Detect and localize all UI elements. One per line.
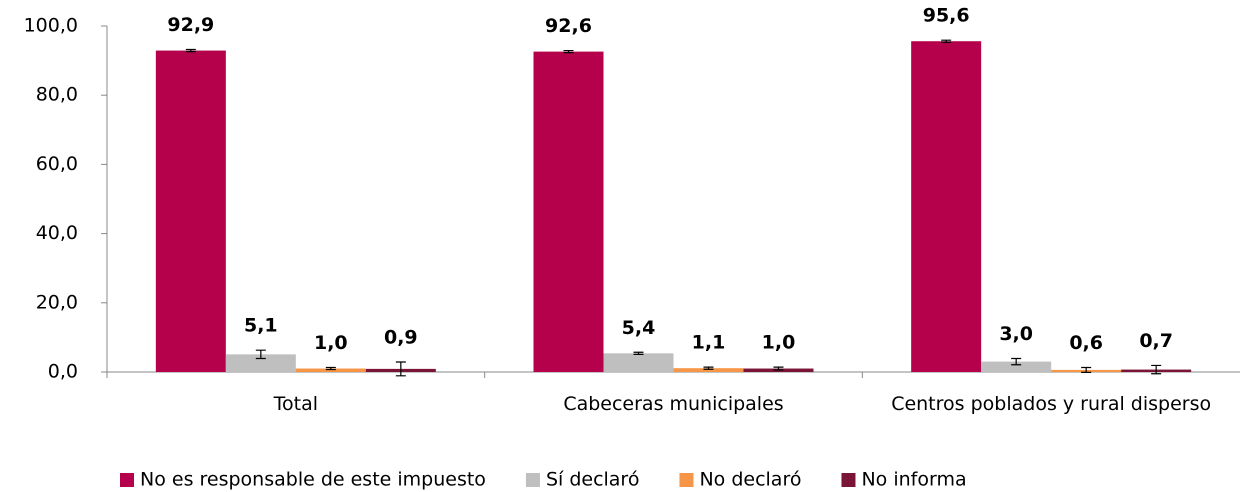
y-tick-label: 60,0 — [36, 153, 78, 175]
value-label: 3,0 — [999, 323, 1033, 345]
error-bar — [395, 361, 406, 377]
bar — [981, 361, 1052, 372]
legend-swatch — [120, 473, 134, 487]
error-bar — [1151, 364, 1162, 375]
x-tick-label: Total — [273, 393, 319, 415]
value-label: 1,0 — [314, 332, 348, 354]
legend-swatch — [679, 473, 694, 487]
error-bar — [325, 366, 336, 371]
value-label: 92,9 — [167, 14, 214, 36]
y-tick-label: 40,0 — [36, 222, 78, 244]
bar — [673, 368, 744, 372]
value-label: 1,1 — [692, 332, 726, 354]
error-bar — [633, 351, 644, 355]
error-bar — [773, 366, 784, 371]
bar — [155, 50, 226, 372]
error-bar — [1081, 366, 1092, 373]
value-label: 92,6 — [545, 15, 592, 37]
value-label: 5,4 — [622, 317, 656, 339]
bar — [603, 353, 674, 372]
value-label: 0,9 — [384, 326, 418, 348]
bar — [295, 368, 366, 372]
error-bar — [563, 49, 574, 54]
value-label: 5,1 — [244, 315, 278, 337]
x-tick-label: Cabeceras municipales — [563, 393, 784, 415]
value-label: 1,0 — [762, 332, 796, 354]
error-bar — [1011, 357, 1022, 366]
y-tick-label: 0,0 — [48, 361, 78, 383]
bar — [225, 354, 296, 372]
legend-label: No es responsable de este impuesto — [140, 469, 486, 491]
legend-label: No informa — [861, 469, 966, 491]
value-label: 0,7 — [1139, 330, 1173, 352]
y-tick-label: 80,0 — [36, 84, 78, 106]
value-label: 0,6 — [1069, 332, 1103, 354]
bar — [533, 51, 604, 372]
error-bar — [255, 349, 266, 360]
error-bar — [185, 48, 196, 53]
error-bar — [941, 39, 952, 43]
y-tick-label: 100,0 — [24, 15, 78, 37]
legend-label: No declaró — [699, 469, 801, 491]
legend-swatch — [525, 473, 540, 487]
legend-label: Sí declaró — [546, 469, 640, 491]
value-label: 95,6 — [923, 5, 970, 27]
x-tick-label: Centros poblados y rural disperso — [891, 393, 1212, 415]
y-tick-label: 20,0 — [36, 291, 78, 313]
error-bar — [703, 366, 714, 370]
legend-swatch — [841, 473, 856, 487]
bar — [911, 41, 982, 372]
